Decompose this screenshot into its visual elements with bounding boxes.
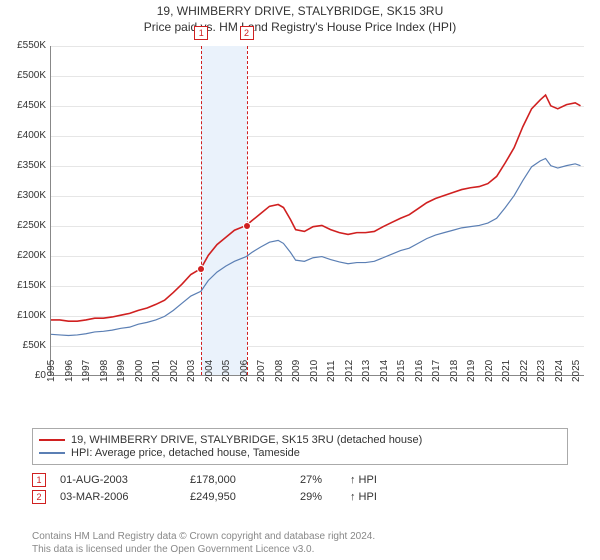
- legend-item: HPI: Average price, detached house, Tame…: [39, 447, 561, 459]
- series-line-property: [51, 95, 581, 321]
- x-tick-label: 2025: [571, 360, 600, 382]
- transaction-row: 2 03-MAR-2006£249,95029%↑ HPI: [32, 490, 568, 504]
- transaction-marker-box: 2: [240, 26, 254, 40]
- y-tick-label: £100K: [6, 310, 46, 321]
- transaction-pct: 27%: [300, 474, 350, 486]
- transaction-arrow-icon: ↑ HPI: [350, 474, 377, 486]
- y-tick-label: £200K: [6, 250, 46, 261]
- legend-label: 19, WHIMBERRY DRIVE, STALYBRIDGE, SK15 3…: [71, 434, 422, 446]
- transaction-idx: 2: [32, 490, 46, 504]
- y-tick-label: £500K: [6, 70, 46, 81]
- transaction-idx: 1: [32, 473, 46, 487]
- legend-swatch: [39, 452, 65, 454]
- y-tick-label: £50K: [6, 340, 46, 351]
- transaction-row: 1 01-AUG-2003£178,00027%↑ HPI: [32, 473, 568, 487]
- transaction-date: 03-MAR-2006: [60, 491, 190, 503]
- series-line-hpi: [51, 158, 581, 335]
- legend-and-transactions: 19, WHIMBERRY DRIVE, STALYBRIDGE, SK15 3…: [32, 428, 568, 507]
- legend-label: HPI: Average price, detached house, Tame…: [71, 447, 300, 459]
- y-tick-label: £450K: [6, 100, 46, 111]
- legend-swatch: [39, 439, 65, 441]
- y-tick-label: £250K: [6, 220, 46, 231]
- y-tick-label: £0: [6, 370, 46, 381]
- footer: Contains HM Land Registry data © Crown c…: [32, 530, 568, 556]
- y-tick-label: £400K: [6, 130, 46, 141]
- footer-line-1: Contains HM Land Registry data © Crown c…: [32, 530, 568, 543]
- line-series-svg: [51, 46, 584, 375]
- transaction-dot: [243, 222, 251, 230]
- title-sub: Price paid vs. HM Land Registry's House …: [0, 20, 600, 34]
- transaction-price: £249,950: [190, 491, 300, 503]
- transaction-price: £178,000: [190, 474, 300, 486]
- footer-line-2: This data is licensed under the Open Gov…: [32, 543, 568, 556]
- chart: £0 £50K £100K £150K £200K £250K £300K £350K £400…: [6, 42, 594, 412]
- transaction-marker-box: 1: [194, 26, 208, 40]
- legend-item: 19, WHIMBERRY DRIVE, STALYBRIDGE, SK15 3…: [39, 434, 561, 446]
- transactions-table: 1 01-AUG-2003£178,00027%↑ HPI 2 03-MAR-2006…: [32, 473, 568, 504]
- transaction-pct: 29%: [300, 491, 350, 503]
- transaction-arrow-icon: ↑ HPI: [350, 491, 377, 503]
- y-tick-label: £350K: [6, 160, 46, 171]
- transaction-dot: [197, 265, 205, 273]
- title-main: 19, WHIMBERRY DRIVE, STALYBRIDGE, SK15 3…: [0, 4, 600, 18]
- transaction-date: 01-AUG-2003: [60, 474, 190, 486]
- plot-area: 12: [50, 46, 584, 376]
- y-tick-label: £550K: [6, 40, 46, 51]
- y-tick-label: £300K: [6, 190, 46, 201]
- title-block: 19, WHIMBERRY DRIVE, STALYBRIDGE, SK15 3…: [0, 0, 600, 34]
- y-tick-label: £150K: [6, 280, 46, 291]
- legend-box: 19, WHIMBERRY DRIVE, STALYBRIDGE, SK15 3…: [32, 428, 568, 465]
